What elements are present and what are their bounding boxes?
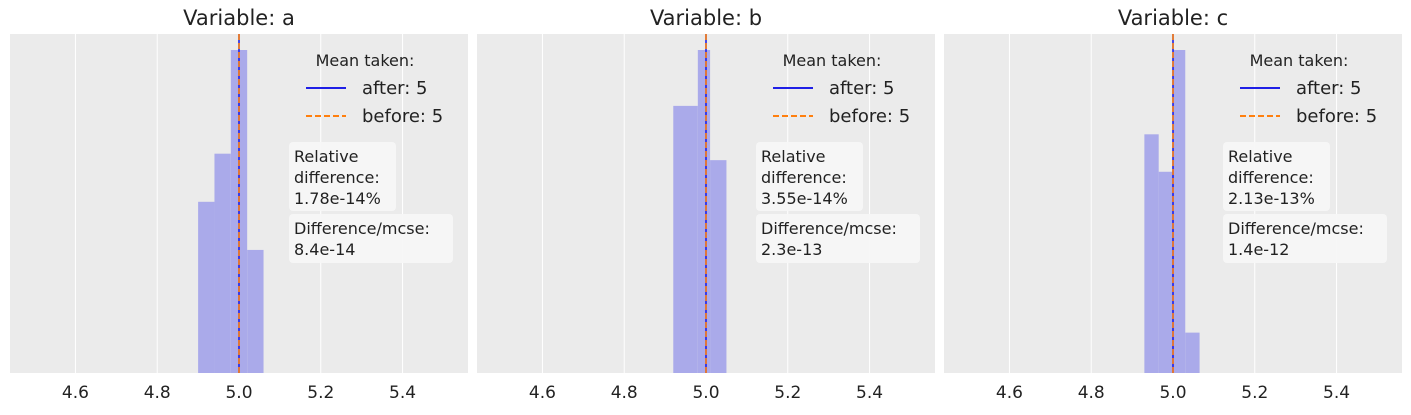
relative-difference-box [289,142,396,211]
difference-mcse-value: 2.3e-13 [761,240,822,259]
histogram-bar [214,153,231,373]
difference-mcse-box [289,214,453,263]
x-tick-label: 5.0 [225,383,252,403]
x-tick-label: 5.2 [774,383,801,403]
legend-title: Mean taken: [316,51,415,70]
relative-difference-value: 2.13e-13% [1228,189,1315,208]
histogram-bar [1158,171,1173,373]
legend-before-label: before: 5 [362,106,443,127]
legend-after-label: after: 5 [362,78,428,99]
relative-difference-label: difference: [1228,168,1314,187]
difference-mcse-value: 1.4e-12 [1228,240,1289,259]
histogram-bar [673,105,698,373]
x-tick-label: 4.6 [529,383,556,403]
chart-title: Variable: a [183,6,295,30]
chart-panel-a: 4.6 4.8 5.0 5.2 5.4 Variable: a Mean taken: aft… [10,6,468,403]
x-tick-label: 5.4 [856,383,883,403]
legend-before-label: before: 5 [1296,106,1377,127]
histogram-bar [710,160,727,373]
x-tick-label: 4.8 [1078,383,1105,403]
chart-panel-c: 4.6 4.8 5.0 5.2 5.4 Variable: c Mean taken: aft… [944,6,1402,403]
x-tick-label: 4.6 [62,383,89,403]
legend-before-label: before: 5 [829,106,910,127]
histogram-bar [1185,332,1200,373]
relative-difference-label: difference: [761,168,847,187]
legend-title: Mean taken: [783,51,882,70]
x-tick-label: 4.8 [144,383,171,403]
x-tick-label: 5.2 [307,383,334,403]
legend-after-label: after: 5 [1296,78,1362,99]
histogram-bar [1173,50,1186,373]
relative-difference-box [1223,142,1330,211]
difference-mcse-label: Difference/mcse: [294,219,430,238]
relative-difference-value: 1.78e-14% [294,189,381,208]
chart-title: Variable: c [1118,6,1228,30]
relative-difference-label: Relative [294,147,359,166]
histogram-bar [247,249,264,373]
relative-difference-label: Relative [761,147,826,166]
chart-title: Variable: b [650,6,762,30]
histogram-bar [697,50,711,373]
x-tick-label: 5.4 [389,383,416,403]
x-tick-label: 5.2 [1241,383,1268,403]
relative-difference-label: difference: [294,168,380,187]
relative-difference-label: Relative [1228,147,1293,166]
x-tick-label: 5.0 [1159,383,1186,403]
difference-mcse-label: Difference/mcse: [1228,219,1364,238]
difference-mcse-label: Difference/mcse: [761,219,897,238]
difference-mcse-box [1223,214,1387,263]
chart-panel-b: 4.6 4.8 5.0 5.2 5.4 Variable: b Mean taken: aft… [477,6,935,403]
difference-mcse-box [756,214,920,263]
histogram-bar [198,201,215,373]
legend-title: Mean taken: [1250,51,1349,70]
x-tick-label: 4.6 [996,383,1023,403]
relative-difference-value: 3.55e-14% [761,189,848,208]
histogram-bar [1144,134,1159,373]
difference-mcse-value: 8.4e-14 [294,240,355,259]
x-tick-label: 5.4 [1323,383,1350,403]
x-tick-label: 4.8 [611,383,638,403]
legend-after-label: after: 5 [829,78,895,99]
relative-difference-box [756,142,863,211]
x-tick-label: 5.0 [692,383,719,403]
